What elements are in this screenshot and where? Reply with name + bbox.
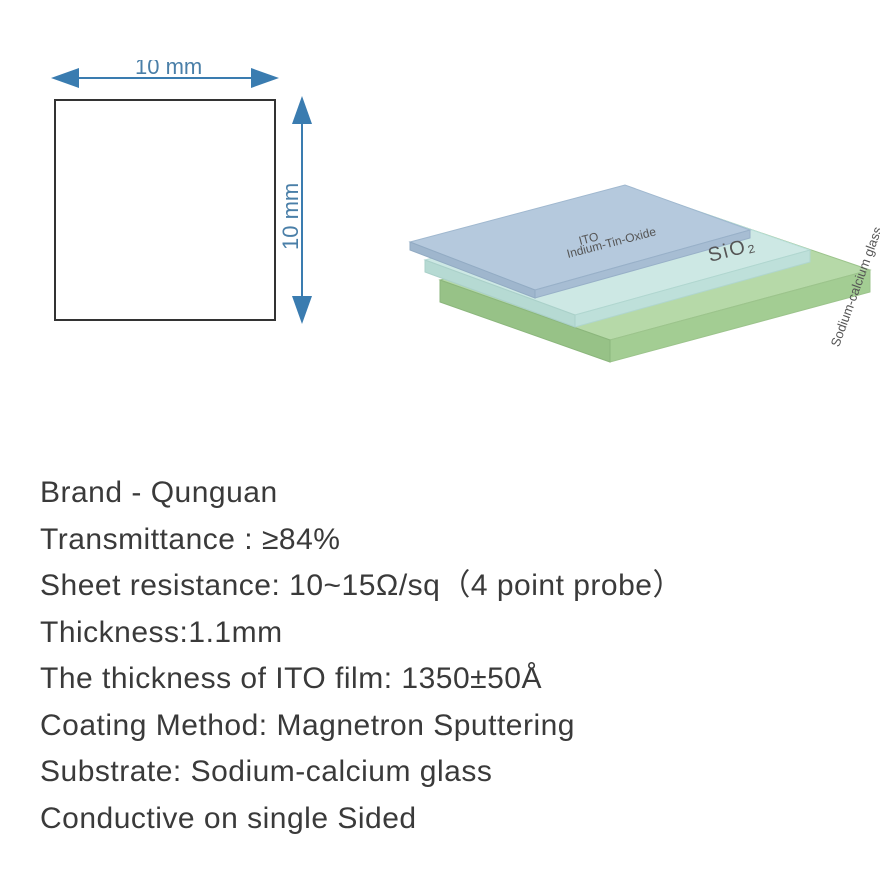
spec-thickness: Thickness:1.1mm <box>40 610 860 657</box>
spec-sheet-resistance: Sheet resistance: 10~15Ω/sq（4 point prob… <box>40 563 860 610</box>
spec-conductive: Conductive on single Sided <box>40 796 860 843</box>
sample-square <box>55 100 275 320</box>
height-label: 10 mm <box>278 183 303 250</box>
spec-transmittance: Transmittance : ≥84% <box>40 517 860 564</box>
spec-substrate: Substrate: Sodium-calcium glass <box>40 749 860 796</box>
spec-ito-film-thickness: The thickness of ITO film: 1350±50Å <box>40 656 860 703</box>
specifications-list: Brand - Qunguan Transmittance : ≥84% She… <box>40 470 860 842</box>
spec-coating-method: Coating Method: Magnetron Sputtering <box>40 703 860 750</box>
square-dimension-diagram: 10 mm 10 mm <box>40 60 360 385</box>
square-svg: 10 mm 10 mm <box>40 60 360 380</box>
layer-stack-diagram: ITO Indium-Tin-Oxide SiO₂ Sodium-calcium… <box>380 130 880 395</box>
width-label: 10 mm <box>135 60 202 79</box>
layer-svg: ITO Indium-Tin-Oxide SiO₂ Sodium-calcium… <box>380 130 880 390</box>
top-diagram-section: 10 mm 10 mm <box>0 0 887 420</box>
spec-brand: Brand - Qunguan <box>40 470 860 517</box>
